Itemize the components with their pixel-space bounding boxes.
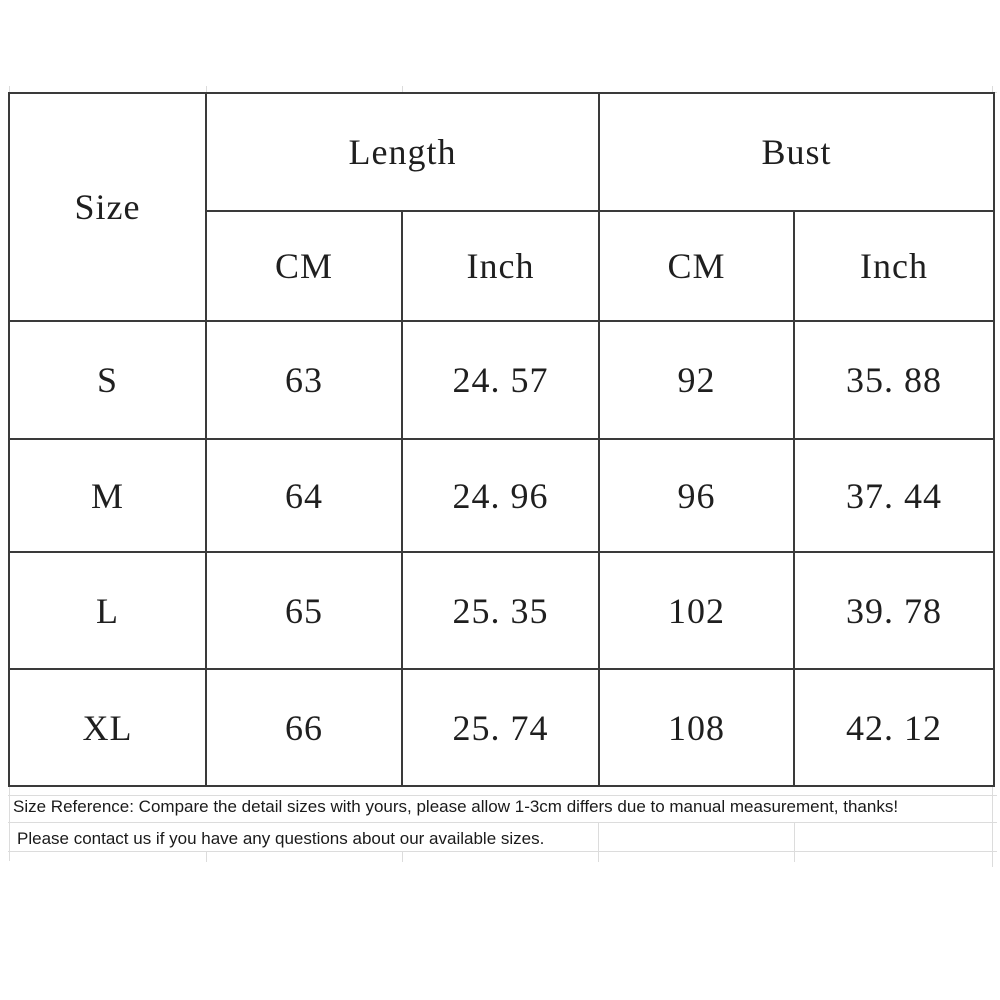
size-cell: M [10,440,207,553]
bust-inch-cell: 35. 88 [795,322,993,440]
sheet-gridline [402,86,403,93]
sheet-gridline [598,822,599,862]
bust-inch-cell: 39. 78 [795,553,993,670]
length-inch-cell: 25. 74 [403,670,600,785]
bust-inch-cell: 37. 44 [795,440,993,553]
sheet-gridline [794,822,795,862]
bust-col-header: Bust [600,94,993,212]
sheet-gridline [8,795,997,796]
bust-cm-cell: 92 [600,322,795,440]
sheet-gridline [992,86,993,93]
contact-note: Please contact us if you have any questi… [17,829,545,848]
size-table: Size Length Bust CM Inch CM Inch S 63 24… [8,92,995,787]
sheet-gridline [206,86,207,93]
length-cm-cell: 64 [207,440,403,553]
length-cm-cell: 63 [207,322,403,440]
size-cell: L [10,553,207,670]
sheet-gridline [8,851,997,852]
length-inch-cell: 25. 35 [403,553,600,670]
bust-cm-cell: 108 [600,670,795,785]
bust-inch-subheader: Inch [795,212,993,322]
sheet-gridline [206,851,207,862]
length-cm-cell: 66 [207,670,403,785]
length-inch-cell: 24. 96 [403,440,600,553]
length-cm-subheader: CM [207,212,403,322]
bust-inch-cell: 42. 12 [846,707,942,748]
bust-cm-cell: 102 [600,553,795,670]
sheet-gridline [9,787,10,861]
bust-cm-cell: 96 [600,440,795,553]
sheet-gridline [8,822,997,823]
size-cell: S [10,322,207,440]
length-cm-cell: 65 [207,553,403,670]
bust-cm-subheader: CM [600,212,795,322]
sheet-gridline [992,787,993,867]
sheet-gridline [402,851,403,862]
length-col-header: Length [207,94,600,212]
sheet-gridline [9,86,10,93]
size-reference-note: Size Reference: Compare the detail sizes… [13,797,899,816]
length-inch-cell: 24. 57 [403,322,600,440]
size-cell: XL [10,670,207,785]
length-inch-subheader: Inch [403,212,600,322]
size-col-header: Size [10,94,207,322]
